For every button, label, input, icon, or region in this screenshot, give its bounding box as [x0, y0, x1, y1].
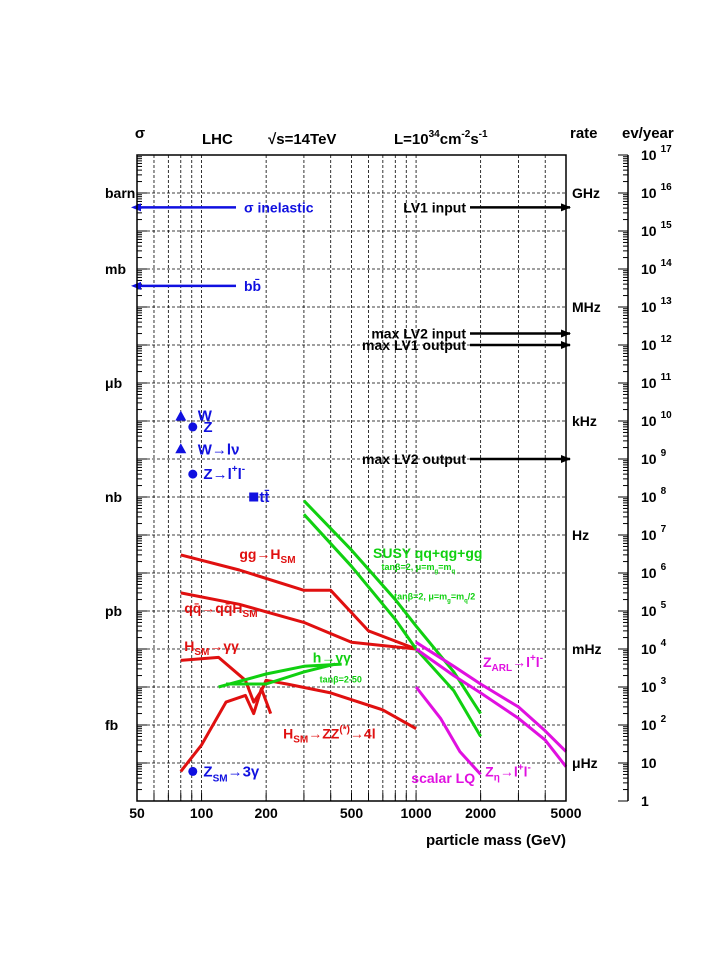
y-left-label: barn — [105, 185, 135, 201]
series — [179, 499, 568, 776]
curve-label-red: HSM​→γγ — [184, 638, 239, 658]
curve-label-green: tanβ=2, μ=mg​=mq​/2 — [394, 592, 475, 605]
y-right-tick-label: 1 — [641, 793, 649, 809]
y-right-tick-label: 10 6 — [641, 562, 667, 581]
point-triangle — [175, 443, 187, 454]
sigma-symbol: σ — [135, 125, 145, 142]
arrow-left-label: bb̄ — [244, 277, 261, 294]
arrow-right-label: max LV1 output — [362, 337, 466, 353]
series-line-green — [218, 662, 342, 689]
arrow-right-label: max LV2 output — [362, 451, 466, 467]
rate-header: rate — [570, 125, 598, 142]
y-left-label: nb — [105, 489, 122, 505]
curve-label-green: tanβ=2, μ=mg​=mq​ — [382, 562, 456, 575]
series-line-magenta — [414, 686, 482, 776]
curve-label-red: gg→HSM​ — [239, 546, 295, 566]
series-line-green — [226, 662, 336, 686]
y-right-tick-label: 10 4 — [641, 638, 667, 657]
curve-label-magenta: scalar LQ — [411, 770, 475, 786]
y-right-tick-label: 10 13 — [641, 296, 672, 315]
y-rate-label: mHz — [572, 641, 602, 657]
y-left-label: pb — [105, 603, 122, 619]
series-line-red — [179, 687, 273, 773]
lhc-label: LHC — [202, 131, 233, 148]
plot-frame — [136, 154, 567, 802]
x-axis-label: particle mass (GeV) — [426, 832, 566, 849]
arrow-right-label: LV1 input — [403, 199, 466, 215]
point-circle — [188, 422, 198, 432]
x-tick-label: 5000 — [550, 805, 581, 821]
y-right-tick-label: 10 2 — [641, 714, 667, 733]
points: WZ W→lν Z→l+​l-​ tt̄ ZSM​→3γ — [175, 407, 270, 784]
curve-label-red: qq̄→qq̄HSM​ — [184, 600, 257, 620]
arrow-left-label: σ inelastic — [244, 199, 314, 215]
y-right-tick-label: 10 14 — [641, 258, 672, 277]
y-right-tick-label: 10 8 — [641, 486, 667, 505]
y-right-tick-label: 10 16 — [641, 182, 672, 201]
point-triangle — [175, 410, 187, 421]
curve-label-magenta: Zη​→l+​l-​ — [485, 762, 531, 783]
y-left-label: mb — [105, 261, 126, 277]
energy-label: √s=14TeV — [268, 131, 336, 148]
x-tick-label: 2000 — [465, 805, 496, 821]
y-rate-label: MHz — [572, 299, 601, 315]
curve-labels: gg→HSM​ qq̄→qq̄HSM​ HSM​→γγ HSM​→ZZ(*)​→4l S… — [184, 545, 543, 786]
point-label: Z — [203, 419, 212, 436]
point-label: Z→l+​l-​ — [203, 464, 245, 483]
curve-label-green: h→γγ — [313, 649, 351, 665]
y-rate-label: Hz — [572, 527, 589, 543]
y-right-tick-label: 10 — [641, 755, 657, 771]
y-right-tick-label: 10 3 — [641, 676, 667, 695]
y-right-tick-label: 10 17 — [641, 144, 672, 163]
x-tick-label: 1000 — [400, 805, 431, 821]
series-line-magenta — [415, 647, 568, 768]
x-tick-label: 200 — [254, 805, 278, 821]
point-label: tt̄ — [259, 489, 269, 506]
y-right-tick-label: 10 7 — [641, 524, 667, 543]
y-rate-label: GHz — [572, 185, 600, 201]
point-label: W→lν — [198, 441, 240, 458]
y-right-tick-label: 10 12 — [641, 334, 672, 353]
x-tick-label: 500 — [340, 805, 364, 821]
arrow-right-label: max LV2 input — [371, 326, 466, 342]
point-label: W — [198, 407, 213, 424]
curve-label-magenta: ZARL​→l+​l-​ — [483, 653, 543, 674]
series-line-red — [180, 553, 417, 651]
y-right-tick-label: 10 9 — [641, 448, 667, 467]
y-left-label: μb — [105, 375, 122, 391]
y-right-tick-label: 10 15 — [641, 220, 672, 239]
series-line-green — [302, 513, 482, 738]
series-line-red — [180, 591, 417, 651]
point-circle — [188, 766, 198, 776]
ev-year-header: ev/year — [622, 125, 674, 142]
y-right-tick-label: 10 5 — [641, 600, 667, 619]
point-circle — [188, 469, 198, 479]
axis-ticks: 50 100 200 500 1000 2000 5000 barn mb μb nb pb fb GHz… — [105, 144, 672, 821]
x-tick-label: 100 — [190, 805, 214, 821]
point-label: ZSM​→3γ — [203, 763, 260, 784]
curve-label-green: SUSY qq+qg+gg — [373, 545, 482, 561]
x-tick-label: 50 — [129, 805, 145, 821]
luminosity-label: L=1034cm-2s-1 — [394, 129, 488, 148]
y-rate-label: kHz — [572, 413, 597, 429]
y-right-tick-label: 10 10 — [641, 410, 672, 429]
grid — [137, 155, 566, 801]
y-rate-label: μHz — [572, 755, 598, 771]
series-line-magenta — [415, 641, 568, 753]
y-right-tick-label: 10 11 — [641, 372, 672, 391]
y-left-label: fb — [105, 717, 118, 733]
point-square — [249, 492, 259, 502]
curve-label-green: tanβ=2-50 — [320, 674, 362, 684]
curve-label-red: HSM​→ZZ(*)​→4l — [283, 724, 375, 745]
